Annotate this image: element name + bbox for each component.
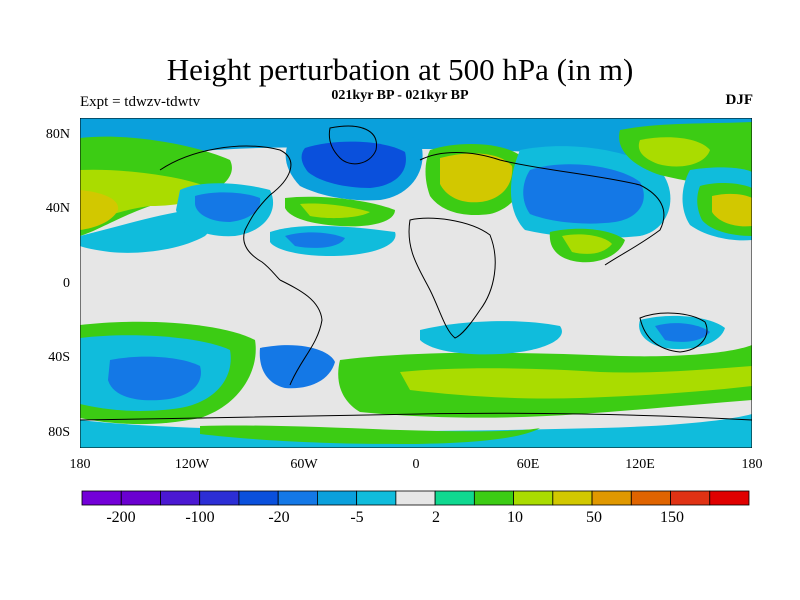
greenland-coast (328, 125, 377, 165)
colorbar (81, 490, 750, 506)
lon-tick-180e: 180 (742, 457, 763, 472)
colorbar-swatch (317, 490, 358, 506)
colorbar-swatch (395, 490, 436, 506)
lon-tick-60e: 60E (517, 457, 540, 472)
australia-blue (655, 323, 710, 342)
west-edge-yellow (80, 190, 119, 230)
lon-tick-0: 0 (413, 457, 420, 472)
asia-blue (523, 164, 644, 224)
south-asia-yellow (562, 234, 612, 254)
season-label: DJF (725, 92, 754, 108)
colorbar-swatch (356, 490, 397, 506)
lon-axis: 180 120W 60W 0 60E 120E 180 (70, 457, 763, 472)
antarctica-coast (80, 412, 752, 421)
colorbar-swatch (630, 490, 671, 506)
atlantic-yellow-band (300, 203, 370, 219)
southern-ocean-yellow (400, 366, 752, 399)
lat-tick-80s: 80S (48, 425, 70, 440)
lon-tick-180w: 180 (70, 457, 91, 472)
colorbar-label-1: -100 (185, 509, 214, 526)
colorbar-swatch (552, 490, 593, 506)
lon-tick-120e: 120E (625, 457, 655, 472)
south-pacific-blue (108, 356, 201, 401)
colorbar-swatch (434, 490, 475, 506)
lat-tick-40n: 40N (46, 201, 70, 216)
coastlines (80, 125, 752, 421)
colorbar-swatch (277, 490, 318, 506)
colorbar-swatch (199, 490, 240, 506)
africa-coast (408, 217, 496, 339)
colorbar-label-7: 150 (660, 509, 684, 526)
eurasia-yellow (440, 153, 513, 203)
subtitle: 021kyr BP - 021kyr BP (331, 88, 469, 103)
north-atlantic-blue (301, 141, 406, 188)
colorbar-swatch (81, 490, 122, 506)
colorbar-label-2: -20 (268, 509, 289, 526)
colorbar-swatch (120, 490, 161, 506)
south-america-coast (279, 279, 323, 386)
colorbar-label-5: 10 (507, 509, 523, 526)
colorbar-labels: -200 -100 -20 -5 2 10 50 150 (106, 509, 684, 526)
colorbar-label-0: -200 (106, 509, 135, 526)
lat-tick-40s: 40S (48, 350, 70, 365)
plot-title: Height perturbation at 500 hPa (in m) (166, 52, 634, 87)
colorbar-swatch (160, 490, 201, 506)
colorbar-label-4: 2 (432, 509, 440, 526)
antarctic-green (200, 425, 540, 444)
north-pacific-cyan (80, 210, 213, 253)
colorbar-swatch (473, 490, 514, 506)
colorbar-swatch (513, 490, 554, 506)
north-america-coast (159, 145, 292, 281)
north-america-blue (195, 192, 261, 222)
south-indian-cyan (420, 321, 562, 355)
south-america-blue (259, 345, 335, 389)
colorbar-swatch (238, 490, 279, 506)
eurasia-coast (419, 152, 665, 266)
australia-coast (639, 312, 708, 353)
colorbar-label-3: -5 (350, 509, 363, 526)
east-edge-yellow (712, 193, 752, 227)
colorbar-label-6: 50 (586, 509, 602, 526)
colorbar-swatch (591, 490, 632, 506)
lat-tick-0: 0 (63, 276, 70, 291)
mid-atlantic-blue (285, 232, 345, 248)
colorbar-swatch (709, 490, 750, 506)
lat-axis: 80N 40N 0 40S 80S (46, 127, 70, 440)
colorbar-swatch (670, 490, 711, 506)
northeast-pacific-yellow (638, 137, 710, 167)
lon-tick-60w: 60W (290, 457, 318, 472)
lat-tick-80n: 80N (46, 127, 70, 142)
lon-tick-120w: 120W (175, 457, 210, 472)
map-field (80, 118, 752, 448)
experiment-label: Expt = tdwzv-tdwtv (80, 94, 201, 110)
